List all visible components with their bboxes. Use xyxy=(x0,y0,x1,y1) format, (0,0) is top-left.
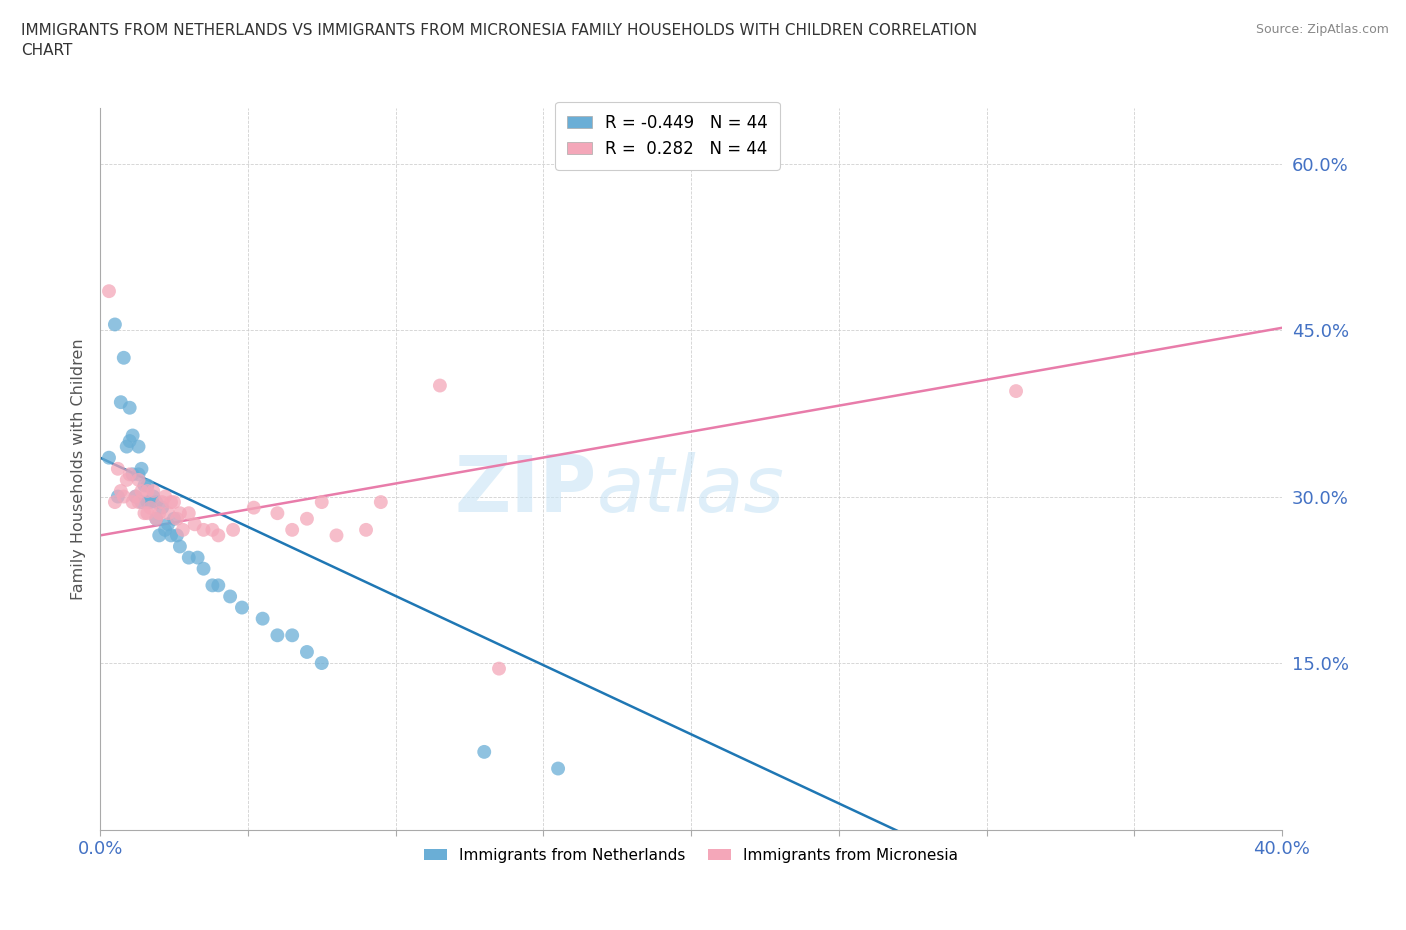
Point xyxy=(134,506,156,521)
Text: ZIP: ZIP xyxy=(454,452,596,528)
Point xyxy=(110,394,132,409)
Point xyxy=(131,495,153,510)
Point xyxy=(187,551,209,565)
Point xyxy=(472,744,495,759)
Point xyxy=(121,467,143,482)
Point xyxy=(177,506,200,521)
Point xyxy=(311,656,333,671)
Point xyxy=(118,467,141,482)
Point xyxy=(1005,384,1028,399)
Point xyxy=(148,528,170,543)
Point xyxy=(193,523,215,538)
Point xyxy=(295,512,318,526)
Point xyxy=(124,489,146,504)
Point xyxy=(145,512,167,526)
Point xyxy=(201,578,224,592)
Point xyxy=(145,495,167,510)
Point xyxy=(153,489,176,504)
Point xyxy=(547,761,569,776)
Point xyxy=(325,528,347,543)
Point xyxy=(153,523,176,538)
Y-axis label: Family Households with Children: Family Households with Children xyxy=(72,338,86,600)
Point xyxy=(131,461,153,476)
Point xyxy=(131,484,153,498)
Point xyxy=(128,439,150,454)
Point xyxy=(295,644,318,659)
Point xyxy=(157,506,180,521)
Point xyxy=(139,495,162,510)
Point xyxy=(118,433,141,448)
Point xyxy=(266,506,288,521)
Point xyxy=(193,562,215,577)
Point xyxy=(148,506,170,521)
Point xyxy=(104,495,127,510)
Point xyxy=(98,284,121,299)
Point xyxy=(142,484,165,498)
Point xyxy=(115,472,138,487)
Point xyxy=(136,484,159,498)
Point xyxy=(121,428,143,443)
Point xyxy=(370,495,392,510)
Point xyxy=(145,512,167,526)
Point xyxy=(242,500,264,515)
Point xyxy=(488,661,510,676)
Point xyxy=(281,628,304,643)
Point xyxy=(160,495,183,510)
Text: Source: ZipAtlas.com: Source: ZipAtlas.com xyxy=(1256,23,1389,36)
Point xyxy=(266,628,288,643)
Point xyxy=(136,495,159,510)
Point xyxy=(166,512,188,526)
Point xyxy=(107,461,129,476)
Point xyxy=(134,478,156,493)
Point xyxy=(150,495,173,510)
Point xyxy=(183,517,205,532)
Point xyxy=(354,523,377,538)
Point xyxy=(150,500,173,515)
Text: IMMIGRANTS FROM NETHERLANDS VS IMMIGRANTS FROM MICRONESIA FAMILY HOUSEHOLDS WITH: IMMIGRANTS FROM NETHERLANDS VS IMMIGRANT… xyxy=(21,23,977,58)
Point xyxy=(104,317,127,332)
Point xyxy=(115,439,138,454)
Point xyxy=(98,450,121,465)
Point xyxy=(281,523,304,538)
Point xyxy=(160,528,183,543)
Point xyxy=(121,495,143,510)
Point xyxy=(112,351,135,365)
Point xyxy=(219,589,242,604)
Point xyxy=(166,528,188,543)
Point xyxy=(110,484,132,498)
Point xyxy=(311,495,333,510)
Point xyxy=(136,478,159,493)
Point xyxy=(112,489,135,504)
Point xyxy=(207,528,229,543)
Point xyxy=(177,551,200,565)
Point xyxy=(142,489,165,504)
Point xyxy=(139,500,162,515)
Point xyxy=(124,489,146,504)
Point xyxy=(163,512,186,526)
Point xyxy=(429,379,451,393)
Point xyxy=(128,472,150,487)
Point xyxy=(128,495,150,510)
Point xyxy=(118,400,141,415)
Point xyxy=(172,523,194,538)
Point xyxy=(157,517,180,532)
Point xyxy=(231,600,253,615)
Legend: Immigrants from Netherlands, Immigrants from Micronesia: Immigrants from Netherlands, Immigrants … xyxy=(418,842,965,869)
Point xyxy=(163,495,186,510)
Point xyxy=(128,467,150,482)
Point xyxy=(107,489,129,504)
Point xyxy=(207,578,229,592)
Text: atlas: atlas xyxy=(596,452,785,528)
Point xyxy=(201,523,224,538)
Point xyxy=(169,506,191,521)
Point xyxy=(169,539,191,554)
Point xyxy=(252,611,274,626)
Point xyxy=(222,523,245,538)
Point xyxy=(136,506,159,521)
